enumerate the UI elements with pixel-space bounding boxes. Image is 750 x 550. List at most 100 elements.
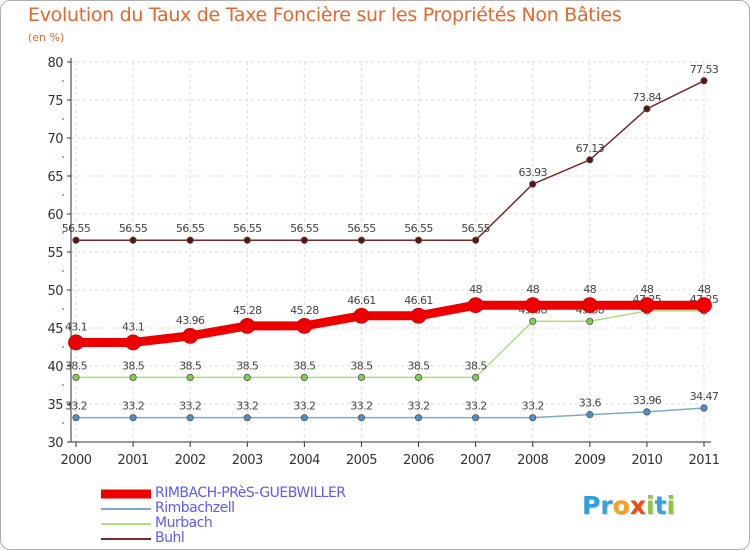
data-point <box>300 373 308 381</box>
data-point <box>467 297 484 314</box>
data-point <box>186 414 194 422</box>
y-tick-label: 50 <box>47 284 63 299</box>
data-point <box>586 411 594 419</box>
legend-label: RIMBACH-PRèS-GUEBWILLER <box>155 485 346 501</box>
series-line <box>75 310 705 379</box>
x-tick-label: 2009 <box>574 453 605 468</box>
data-point <box>357 414 366 422</box>
data-point <box>639 297 655 314</box>
data-label: 46.61 <box>347 294 376 307</box>
data-label: 45.28 <box>233 304 262 317</box>
x-tick-label: 2008 <box>517 453 548 468</box>
data-label: 38.5 <box>122 359 145 372</box>
data-label: 33.2 <box>179 400 201 413</box>
y-tick-label: 70 <box>47 132 63 147</box>
data-label: 67.13 <box>576 142 605 155</box>
logo-letter: P <box>582 491 601 520</box>
data-label: 38.5 <box>65 359 88 372</box>
data-label: 43.1 <box>122 320 144 333</box>
data-point <box>72 236 80 244</box>
data-point <box>243 373 251 381</box>
data-label: 73.84 <box>633 91 662 104</box>
data-label: 48 <box>526 283 539 296</box>
data-label: 34.47 <box>690 390 719 403</box>
data-point <box>524 297 541 314</box>
data-point <box>357 373 366 381</box>
data-label: 38.5 <box>236 359 259 372</box>
data-point <box>472 236 480 244</box>
data-label: 48 <box>698 283 711 296</box>
x-tick-label: 2003 <box>232 453 263 468</box>
data-point <box>472 373 480 381</box>
data-label: 33.6 <box>579 397 602 410</box>
x-tick-label: 2001 <box>118 453 149 468</box>
y-tick-label: 45 <box>47 322 63 337</box>
series-line <box>75 80 705 241</box>
logo-letter: i <box>646 491 655 520</box>
series-buhl: 56.55 56.55 56.55 56.55 56.55 56.55 56.55 56.55… <box>62 63 719 244</box>
y-tick-label: 40 <box>47 360 63 375</box>
data-label: 33.2 <box>407 400 429 413</box>
x-tick-label: 2011 <box>688 453 719 468</box>
x-tick-label: 2005 <box>346 453 377 468</box>
data-point <box>529 180 537 188</box>
y-tick-label: 65 <box>47 170 63 185</box>
y-tick-label: 80 <box>47 56 63 71</box>
data-point <box>581 297 598 314</box>
data-point <box>353 307 370 324</box>
data-label: 33.2 <box>350 400 372 413</box>
data-label: 43.96 <box>176 314 205 327</box>
data-label: 56.55 <box>176 222 205 235</box>
y-tick-label: 30 <box>47 436 63 451</box>
logo-letter: x <box>629 491 646 520</box>
data-point <box>296 317 313 334</box>
x-tick-label: 2004 <box>289 453 320 468</box>
data-label: 33.96 <box>633 394 662 407</box>
x-tick-label: 2010 <box>631 453 662 468</box>
data-point <box>586 317 594 325</box>
data-label: 33.2 <box>293 400 315 413</box>
x-tick-label: 2006 <box>403 453 434 468</box>
y-tick-label: 75 <box>47 94 63 109</box>
data-label: 56.55 <box>119 222 148 235</box>
x-tick-label: 2007 <box>460 453 491 468</box>
data-point <box>243 236 251 244</box>
data-label: 33.2 <box>465 400 487 413</box>
data-label: 38.5 <box>179 359 202 372</box>
y-tick-label: 35 <box>47 398 63 413</box>
data-point <box>586 156 594 164</box>
x-tick-label: 2000 <box>60 453 91 468</box>
data-point <box>529 414 537 422</box>
data-label: 43.1 <box>65 320 87 333</box>
data-label: 56.55 <box>233 222 262 235</box>
data-point <box>357 236 366 244</box>
data-label: 48 <box>641 283 654 296</box>
data-point <box>414 236 423 244</box>
data-point <box>410 307 427 324</box>
data-label: 48 <box>583 283 596 296</box>
data-point <box>72 414 80 422</box>
logo-letter: i <box>666 491 676 520</box>
data-label: 56.55 <box>404 222 433 235</box>
chart-title: Evolution du Taux de Taxe Foncière sur l… <box>28 4 622 26</box>
data-point <box>414 414 423 422</box>
data-point <box>186 236 194 244</box>
data-label: 46.61 <box>404 294 433 307</box>
series-line <box>71 300 709 347</box>
data-label: 77.53 <box>690 63 719 76</box>
data-point <box>700 404 708 412</box>
data-label: 38.5 <box>407 359 430 372</box>
y-tick-label: 55 <box>47 246 63 261</box>
data-label: 45.28 <box>290 304 319 317</box>
logo-letter: r <box>600 491 613 520</box>
data-point <box>700 77 708 85</box>
data-point <box>125 334 141 351</box>
data-label: 56.55 <box>62 222 91 235</box>
logo-letter: t <box>654 491 667 520</box>
data-point <box>129 414 137 422</box>
data-point <box>643 105 651 113</box>
series-rimbachzell: 33.2 33.2 33.2 33.2 33.2 33.2 33.2 33.2 33.2 33.6… <box>65 390 719 422</box>
data-label: 56.55 <box>290 222 319 235</box>
